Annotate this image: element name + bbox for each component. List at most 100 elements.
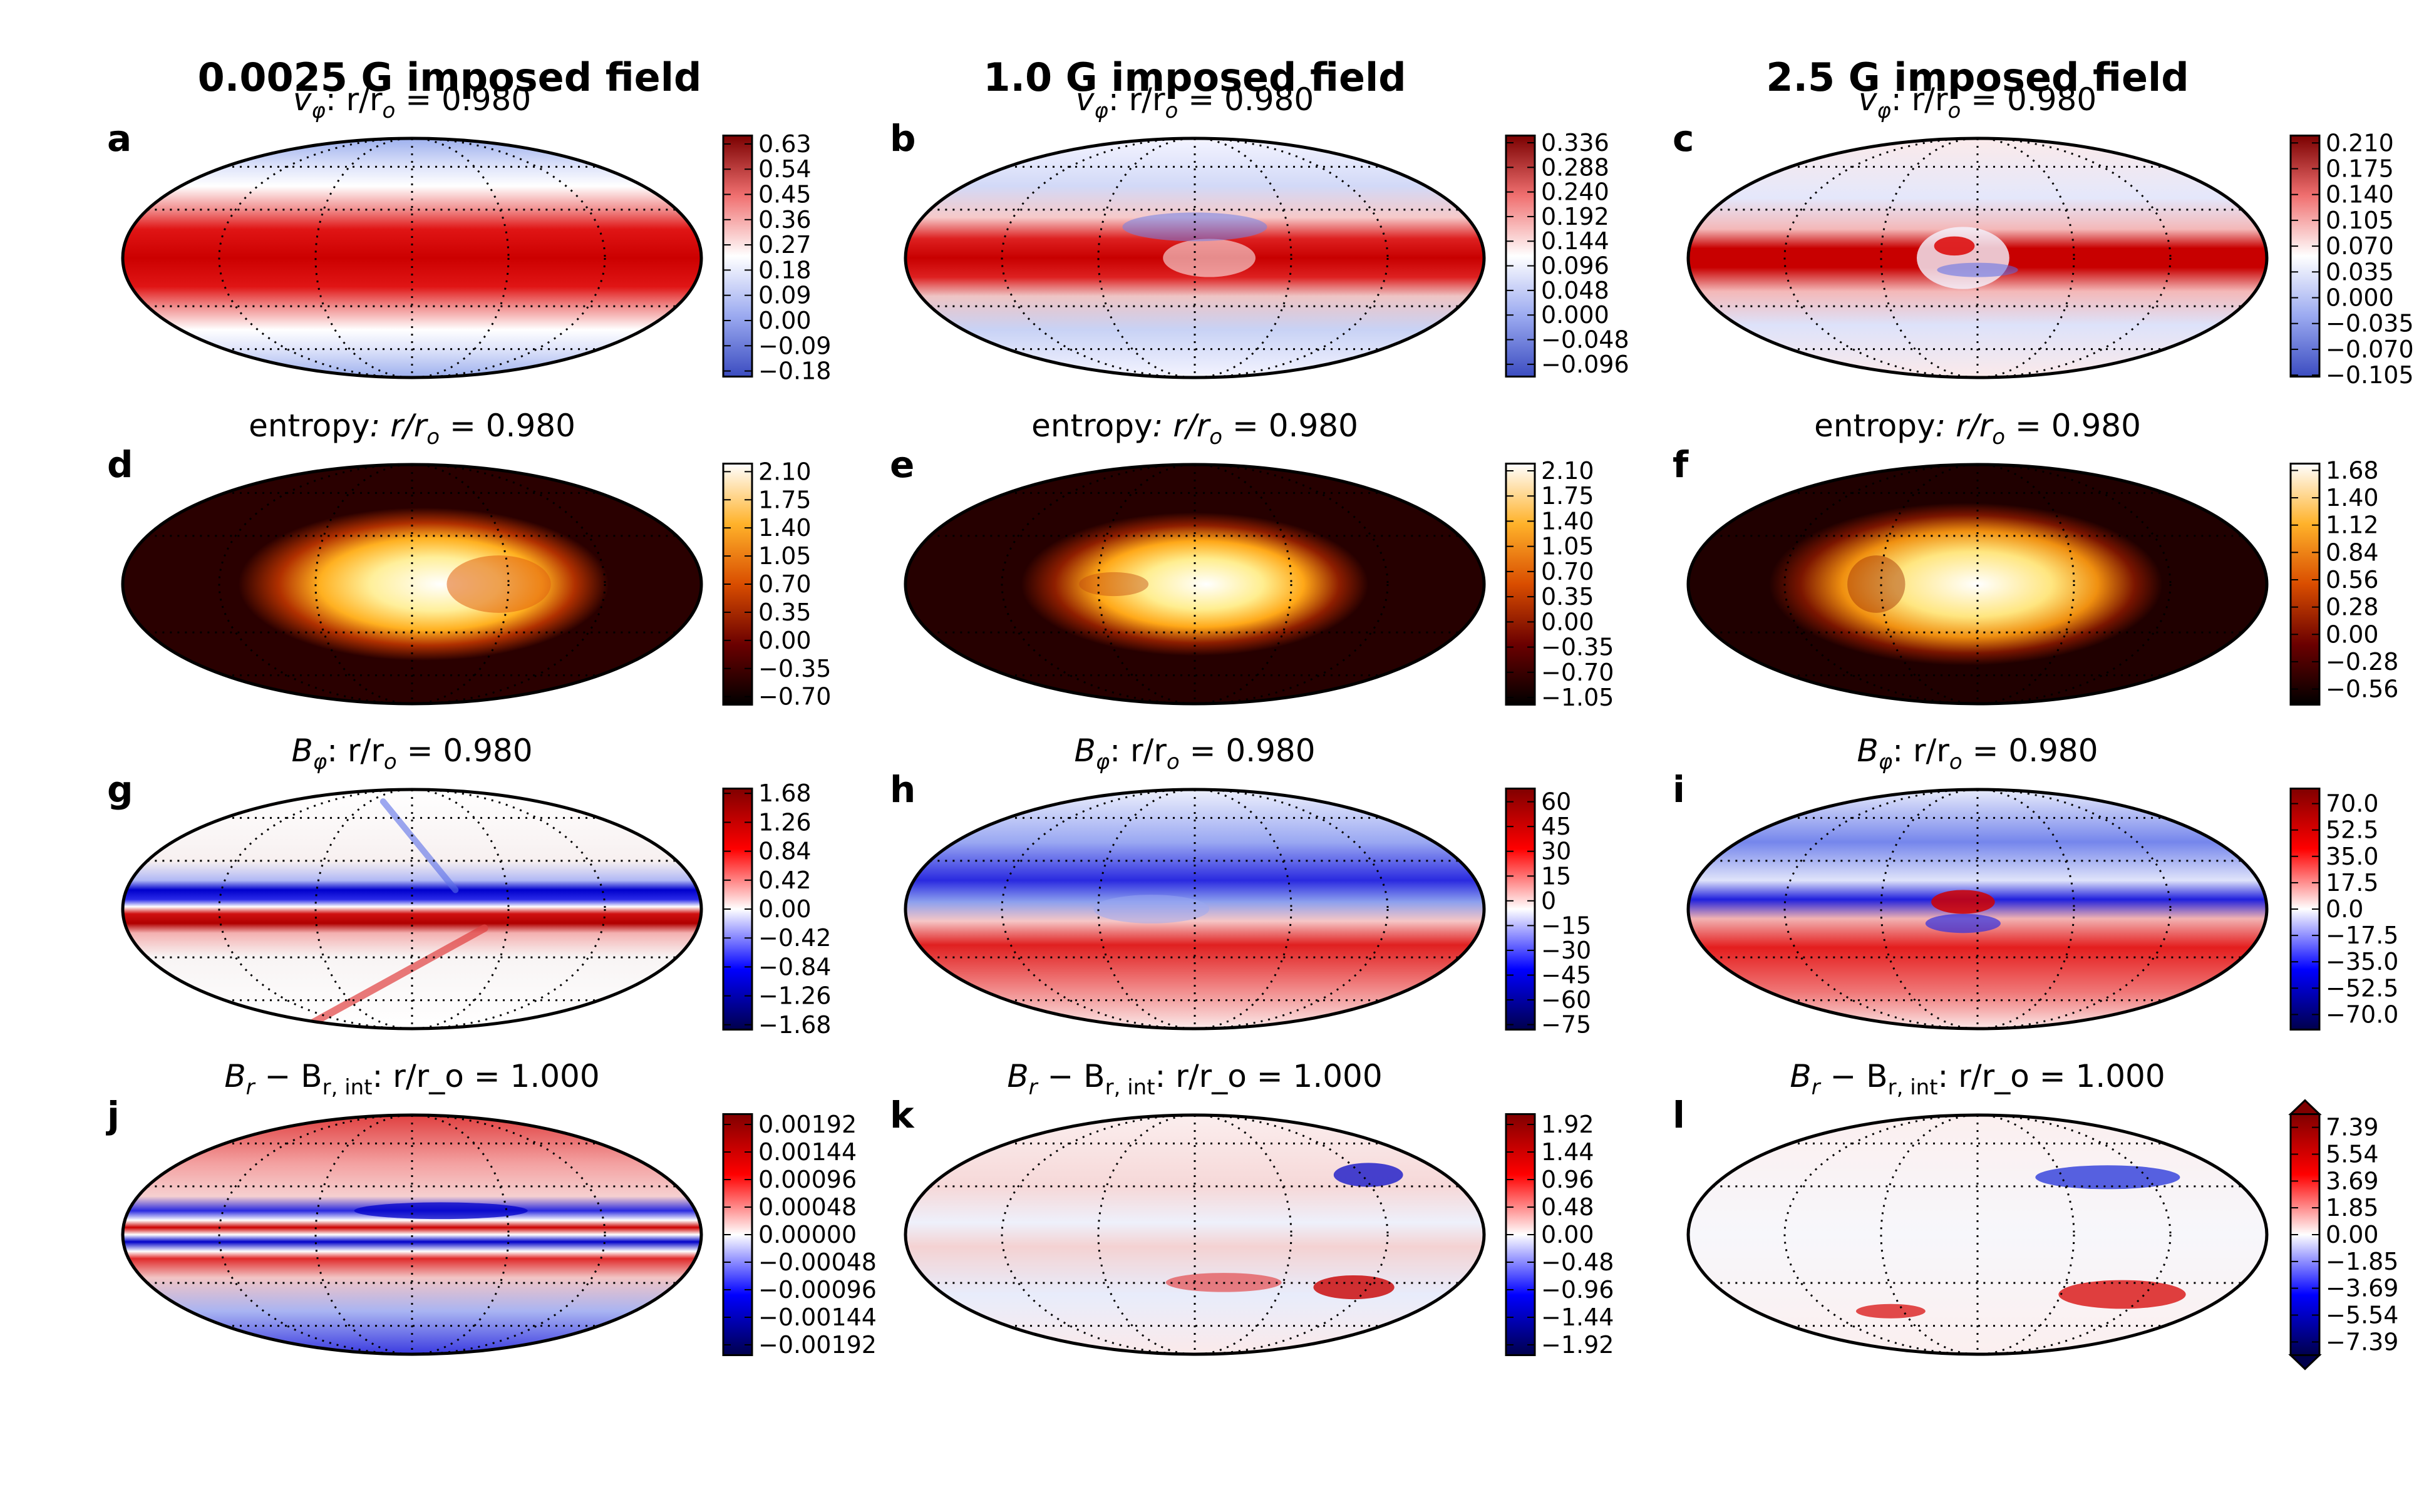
colorbar-tick-h: 0 — [1541, 887, 1556, 915]
colorbar-tick-l: 7.39 — [2326, 1114, 2379, 1141]
panel-title-i: Bφ: r/ro = 0.980 — [1857, 733, 2098, 774]
map-outline-h — [904, 788, 1486, 1031]
panel-label-e: e — [890, 443, 914, 486]
colorbar-tick-l: 1.85 — [2326, 1194, 2379, 1221]
colorbar-a: 0.630.540.450.360.270.180.090.00−0.09−0.… — [722, 130, 831, 385]
colorbar-tick-f: 1.12 — [2326, 512, 2379, 539]
panel-label-l: l — [1673, 1094, 1685, 1136]
panel-title-f: entropy: r/ro = 0.980 — [1814, 408, 2141, 450]
panel-title-b: vφ: r/ro = 0.980 — [1076, 81, 1314, 123]
map-outline-f — [1686, 463, 2269, 706]
colorbar-tick-i: 52.5 — [2326, 816, 2379, 844]
colorbar-tick-i: −35.0 — [2326, 948, 2398, 975]
colorbar-tick-d: 1.40 — [758, 514, 812, 542]
map-outline-j — [121, 1113, 703, 1356]
colorbar-tick-d: 1.75 — [758, 486, 812, 513]
colorbar-tick-k: 0.48 — [1541, 1193, 1594, 1221]
map-outline-c — [1686, 136, 2269, 379]
colorbar-tick-f: −0.28 — [2326, 648, 2398, 676]
colorbar-tick-j: 0.00000 — [758, 1221, 857, 1248]
colorbar-tick-h: 30 — [1541, 838, 1571, 865]
colorbar-tick-a: 0.36 — [758, 206, 812, 234]
colorbar-tick-l: 5.54 — [2326, 1141, 2379, 1168]
colorbar-tick-d: −0.70 — [758, 683, 831, 711]
colorbar-tick-f: 1.40 — [2326, 484, 2379, 512]
colorbar-tick-g: 0.42 — [758, 867, 812, 894]
colorbar-tick-k: 1.92 — [1541, 1111, 1594, 1138]
colorbar-tick-j: 0.00048 — [758, 1193, 857, 1221]
colorbar-tick-b: 0.288 — [1541, 153, 1609, 181]
colorbar-tick-e: 1.05 — [1541, 533, 1594, 560]
colorbar-tick-k: 1.44 — [1541, 1138, 1594, 1166]
colorbar-tick-b: 0.336 — [1541, 129, 1609, 157]
colorbar-tick-d: 0.00 — [758, 627, 812, 654]
panel-title-d: entropy: r/ro = 0.980 — [249, 408, 575, 450]
colorbar-tick-j: −0.00192 — [758, 1331, 877, 1359]
colorbar-tick-l: −1.85 — [2326, 1248, 2398, 1275]
colorbar-tick-k: 0.96 — [1541, 1166, 1594, 1193]
colorbar-tick-a: 0.54 — [758, 155, 812, 183]
colorbar-c: 0.2100.1750.1400.1050.0700.0350.000−0.03… — [2289, 129, 2414, 389]
panel-c: cvφ: r/ro = 0.9800.2100.1750.1400.1050.0… — [1673, 81, 2414, 389]
map-outline-g — [121, 788, 703, 1031]
colorbar-tick-e: 1.75 — [1541, 482, 1594, 510]
map-d — [123, 465, 701, 704]
colorbar-i: 70.052.535.017.50.0−17.5−35.0−52.5−70.0 — [2289, 788, 2398, 1031]
colorbar-tick-d: 0.70 — [758, 570, 812, 598]
colorbar-tick-b: 0.000 — [1541, 301, 1609, 329]
colorbar-tick-j: 0.00144 — [758, 1138, 857, 1166]
colorbar-tick-l: −7.39 — [2326, 1328, 2398, 1355]
panel-b: b vφ: r/ro = 0.980 0.3360.2880.2400.1920.1… — [890, 81, 1629, 379]
colorbar-tick-h: −60 — [1541, 986, 1591, 1014]
colorbar-tick-i: 17.5 — [2326, 869, 2379, 897]
colorbar-tick-l: −5.54 — [2326, 1301, 2398, 1329]
colorbar-tick-k: −0.96 — [1541, 1276, 1614, 1304]
map-outline-e — [904, 463, 1486, 706]
panel-l: l Br − Br, int: r/r_o = 1.000 7.395.543.69… — [1673, 1058, 2398, 1371]
colorbar-tick-k: −0.48 — [1541, 1248, 1614, 1276]
map-outline-k — [904, 1113, 1486, 1356]
panel-i: i Bφ: r/ro = 0.980 70.052.535.017.50.0−17.… — [1673, 733, 2398, 1031]
colorbar-tick-b: 0.240 — [1541, 178, 1609, 206]
colorbar-tick-f: 0.28 — [2326, 594, 2379, 621]
colorbar-tick-g: 1.68 — [758, 779, 812, 807]
panel-title-j: Br − Br, int: r/r_o = 1.000 — [224, 1058, 599, 1100]
colorbar-tick-b: −0.048 — [1541, 326, 1629, 354]
colorbar-tick-c: 0.210 — [2326, 129, 2394, 157]
map-outline-i — [1686, 788, 2269, 1031]
panel-title-k: Br − Br, int: r/r_o = 1.000 — [1007, 1058, 1382, 1100]
panel-title-l: Br − Br, int: r/r_o = 1.000 — [1790, 1058, 2165, 1100]
panel-title-h: Bφ: r/ro = 0.980 — [1074, 733, 1315, 774]
colorbar-tick-h: −75 — [1541, 1011, 1591, 1039]
panel-title-c: vφ: r/ro = 0.980 — [1859, 81, 2096, 123]
colorbar-tick-c: 0.000 — [2326, 284, 2394, 312]
panel-j: j Br − Br, int: r/r_o = 1.000 0.001920.001… — [106, 1058, 877, 1359]
colorbar-tick-g: −0.42 — [758, 924, 831, 952]
colorbar-tick-g: −0.84 — [758, 953, 831, 980]
column-title-3: 2.5 G imposed field — [1766, 54, 2189, 100]
colorbar-tick-e: 2.10 — [1541, 457, 1594, 485]
colorbar-g: 1.681.260.840.420.00−0.42−0.84−1.26−1.68 — [722, 779, 831, 1039]
panel-a: a vφ: r/ro = 0.980 0.630.540.450.360.270.1… — [107, 81, 831, 385]
colorbar-d: 2.101.751.401.050.700.350.00−0.35−0.70 — [722, 458, 831, 711]
colorbar-tick-i: −17.5 — [2326, 922, 2398, 949]
panel-title-a: vφ: r/ro = 0.980 — [293, 81, 531, 123]
colorbar-tick-h: −45 — [1541, 961, 1591, 989]
map-outline-l — [1686, 1113, 2269, 1356]
panel-label-h: h — [890, 768, 915, 811]
colorbar-tick-c: −0.070 — [2326, 336, 2414, 363]
colorbar-tick-i: 70.0 — [2326, 790, 2379, 818]
colorbar-tick-d: −0.35 — [758, 655, 831, 682]
panel-label-f: f — [1673, 443, 1689, 486]
colorbar-tick-g: 1.26 — [758, 808, 812, 836]
colorbar-tick-c: 0.140 — [2326, 181, 2394, 208]
colorbar-tick-f: 0.56 — [2326, 566, 2379, 594]
panel-label-i: i — [1673, 768, 1685, 811]
panel-label-j: j — [106, 1094, 120, 1136]
colorbar-tick-h: 15 — [1541, 862, 1571, 890]
colorbar-tick-h: −15 — [1541, 912, 1591, 939]
map-outline-b — [904, 136, 1486, 379]
colorbar-tick-h: 45 — [1541, 813, 1571, 840]
colorbar-tick-e: −0.70 — [1541, 659, 1614, 686]
colorbar-tick-f: 0.84 — [2326, 538, 2379, 566]
